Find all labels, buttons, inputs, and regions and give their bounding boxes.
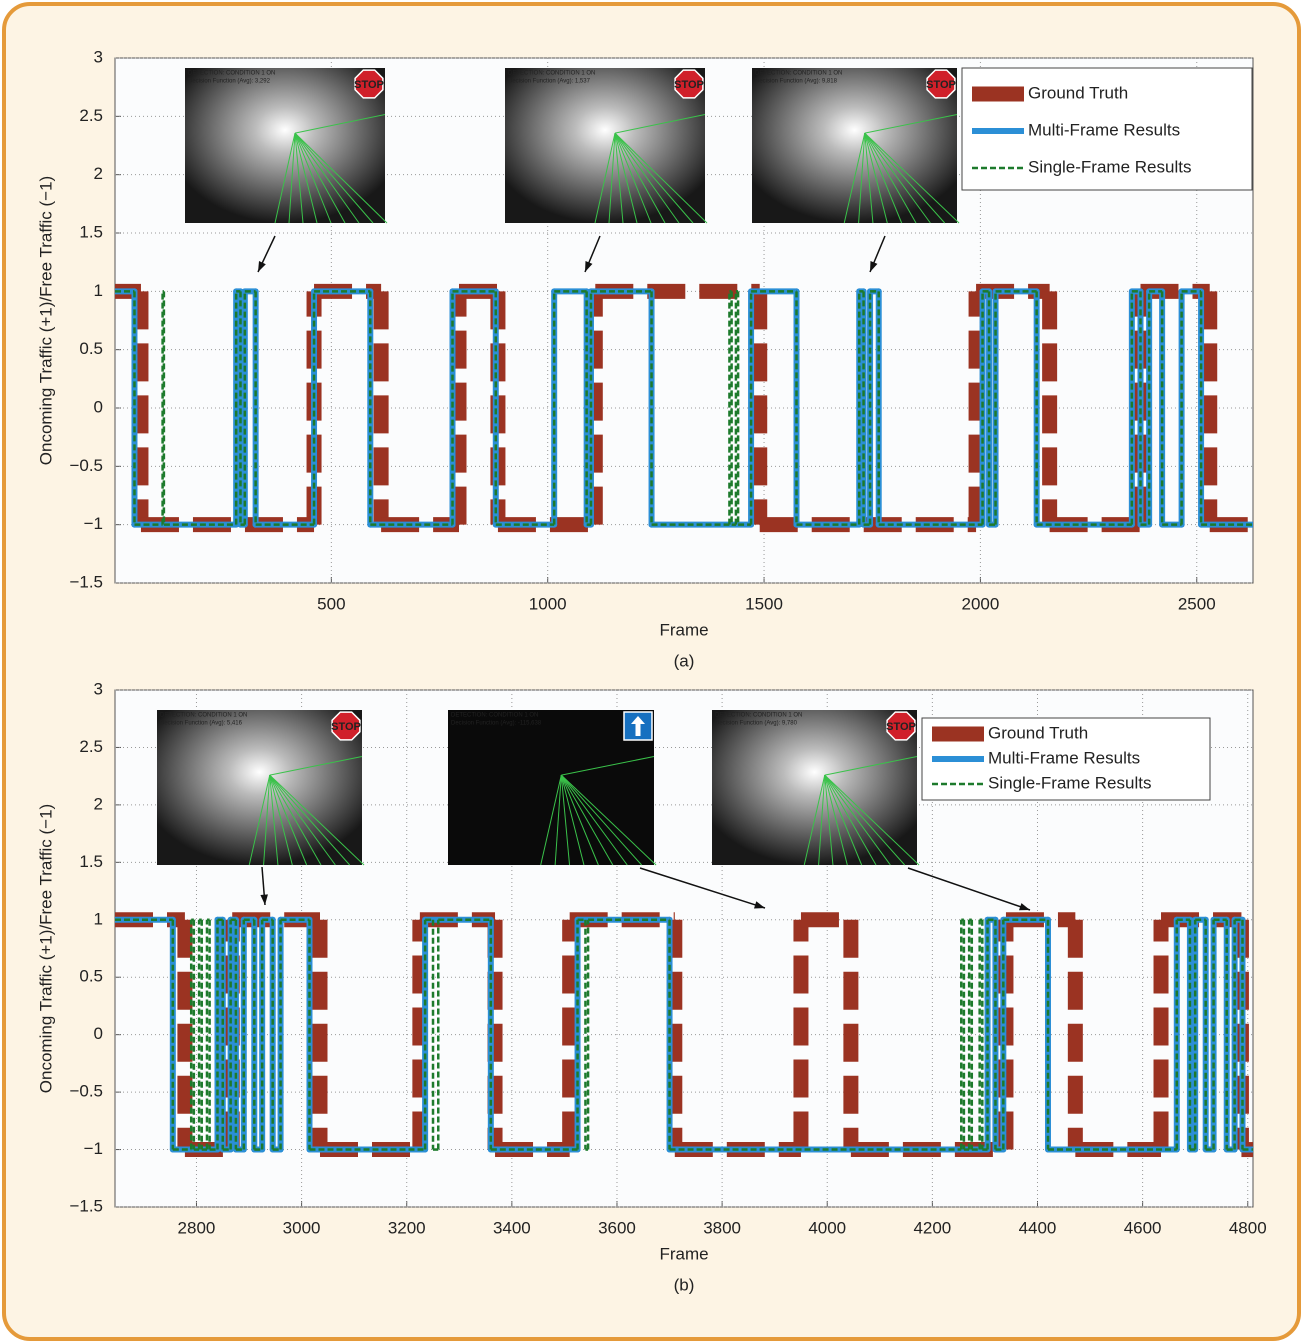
x-tick-label: 500	[317, 594, 345, 613]
inset-image: DETECTION: CONDITION 1 ON Decision Functi…	[712, 710, 919, 865]
sign-text: STOP	[926, 79, 956, 91]
y-tick-label: 0.5	[79, 967, 103, 986]
caption: (a)	[674, 651, 695, 670]
y-tick-label: 3	[94, 47, 103, 66]
inset-text: DETECTION: CONDITION 1 ON	[188, 71, 275, 77]
figure: −1.5 −1 −0.5 0 0.5 1 1.5 2 2.5 3 500 1000 1500 2000 25…	[0, 0, 1303, 1343]
inset-text: DETECTION: CONDITION 1 ON	[755, 71, 842, 77]
legend-label: Multi-Frame Results	[1028, 120, 1180, 139]
x-axis-label: Frame	[659, 620, 708, 639]
inset-text: Decision Function (Avg): 5,416	[160, 721, 243, 727]
x-tick-label: 3400	[493, 1218, 531, 1237]
inset-image: DETECTION: CONDITION 1 ON Decision Functi…	[752, 68, 959, 223]
x-axis-label: Frame	[659, 1244, 708, 1263]
inset-text: Decision Function (Avg): 1,537	[508, 79, 591, 85]
x-tick-label: 1500	[745, 594, 783, 613]
inset-photo	[752, 68, 957, 223]
inset-text: DETECTION: CONDITION 1 ON	[160, 713, 247, 719]
sign-text: STOP	[886, 721, 916, 733]
x-tick-label: 3600	[598, 1218, 636, 1237]
inset-image: DETECTION: CONDITION 1 ON Decision Functi…	[448, 710, 656, 865]
inset-image: DETECTION: CONDITION 1 ON Decision Functi…	[185, 68, 387, 223]
inset-text: DETECTION: CONDITION 1 ON	[715, 713, 802, 719]
y-tick-label: −1.5	[69, 572, 103, 591]
y-tick-label: −0.5	[69, 1082, 103, 1101]
x-tick-label: 3800	[703, 1218, 741, 1237]
y-tick-label: −1.5	[69, 1196, 103, 1215]
y-tick-label: −1	[84, 514, 103, 533]
x-tick-label: 2800	[178, 1218, 216, 1237]
y-tick-label: 3	[94, 679, 103, 698]
inset-text: DETECTION: CONDITION 1 ON	[451, 713, 538, 719]
y-tick-label: 1.5	[79, 852, 103, 871]
inset-image: DETECTION: CONDITION 1 ON Decision Functi…	[157, 710, 364, 865]
legend-label: Multi-Frame Results	[988, 748, 1140, 767]
inset-text: Decision Function (Avg): 9,818	[755, 79, 838, 85]
y-tick-label: 2	[94, 164, 103, 183]
x-tick-label: 4200	[913, 1218, 951, 1237]
inset-text: Decision Function (Avg): 9,780	[715, 721, 798, 727]
inset-photo	[712, 710, 917, 865]
caption: (b)	[674, 1275, 695, 1294]
y-tick-label: 2.5	[79, 737, 103, 756]
y-tick-label: 2	[94, 794, 103, 813]
inset-photo	[448, 710, 654, 865]
inset-image: DETECTION: CONDITION 1 ON Decision Functi…	[505, 68, 707, 223]
legend-label: Ground Truth	[1028, 83, 1128, 102]
x-tick-label: 4800	[1229, 1218, 1267, 1237]
y-axis-label: Oncoming Traffic (+1)/Free Traffic (−1)	[36, 176, 55, 465]
y-tick-label: 0	[94, 1024, 103, 1043]
y-tick-label: 2.5	[79, 106, 103, 125]
x-tick-label: 4600	[1124, 1218, 1162, 1237]
x-tick-label: 4000	[808, 1218, 846, 1237]
inset-photo	[505, 68, 705, 223]
sign-text: STOP	[354, 79, 384, 91]
inset-text: DETECTION: CONDITION 1 ON	[508, 71, 595, 77]
y-tick-label: −1	[84, 1139, 103, 1158]
y-tick-label: 1	[94, 909, 103, 928]
sign-text: STOP	[674, 79, 704, 91]
y-tick-label: 0.5	[79, 339, 103, 358]
inset-text: Decision Function (Avg): -115,638	[451, 721, 542, 727]
y-tick-label: 1.5	[79, 222, 103, 241]
y-tick-label: 1	[94, 281, 103, 300]
inset-photo	[157, 710, 362, 865]
legend-label: Single-Frame Results	[1028, 157, 1191, 176]
sign-text: STOP	[331, 721, 361, 733]
inset-photo	[185, 68, 385, 223]
y-tick-label: 0	[94, 397, 103, 416]
inset-text: Decision Function (Avg): 3,292	[188, 79, 271, 85]
x-tick-label: 3200	[388, 1218, 426, 1237]
legend-label: Single-Frame Results	[988, 773, 1151, 792]
y-axis-label: Oncoming Traffic (+1)/Free Traffic (−1)	[36, 804, 55, 1093]
y-tick-label: −0.5	[69, 456, 103, 475]
legend-label: Ground Truth	[988, 723, 1088, 742]
x-tick-label: 3000	[283, 1218, 321, 1237]
x-tick-label: 2000	[961, 594, 999, 613]
x-tick-label: 1000	[529, 594, 567, 613]
x-tick-label: 2500	[1178, 594, 1216, 613]
x-tick-label: 4400	[1019, 1218, 1057, 1237]
